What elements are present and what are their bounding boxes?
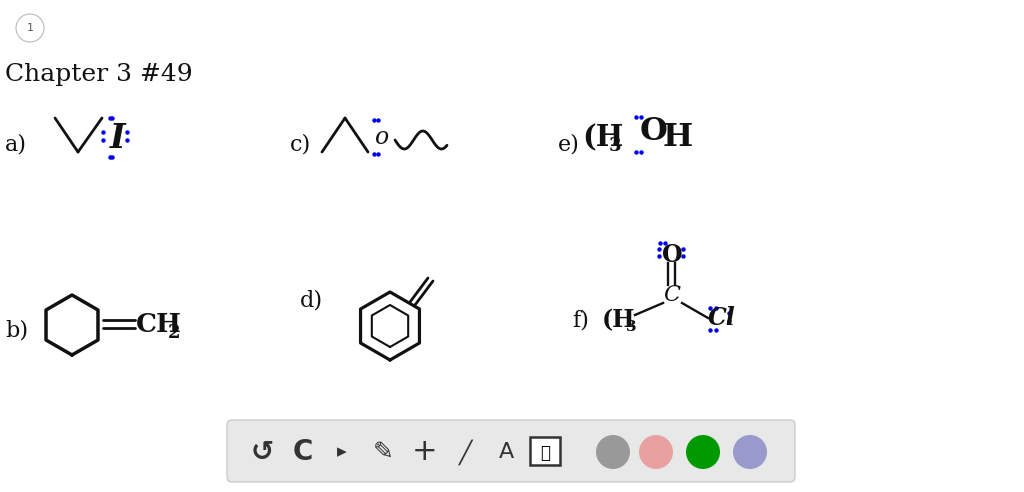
Text: 1: 1 (27, 23, 34, 33)
Text: Cl: Cl (708, 306, 736, 330)
Text: ╱: ╱ (460, 439, 473, 465)
Text: 3: 3 (626, 320, 637, 334)
Text: d): d) (300, 289, 324, 311)
FancyBboxPatch shape (530, 437, 560, 465)
Text: H: H (662, 123, 692, 154)
Text: (H: (H (602, 308, 636, 332)
Text: b): b) (5, 319, 28, 341)
Text: 2: 2 (168, 324, 180, 342)
Text: ⛰: ⛰ (540, 444, 550, 462)
Text: I: I (111, 122, 126, 154)
Text: C: C (664, 284, 681, 306)
Text: CH: CH (136, 312, 182, 338)
Circle shape (686, 435, 720, 469)
Text: 3: 3 (609, 137, 622, 155)
Text: o: o (375, 126, 389, 150)
Text: Chapter 3 #49: Chapter 3 #49 (5, 63, 193, 87)
Text: e): e) (558, 134, 580, 156)
Text: A: A (499, 442, 514, 462)
Circle shape (639, 435, 673, 469)
FancyBboxPatch shape (227, 420, 795, 482)
Text: O: O (640, 117, 668, 148)
Text: ▸: ▸ (337, 442, 347, 461)
Text: a): a) (5, 134, 27, 156)
Circle shape (596, 435, 630, 469)
Text: O: O (662, 243, 682, 267)
Text: (H: (H (582, 123, 624, 153)
Circle shape (733, 435, 767, 469)
Text: C: C (293, 438, 313, 466)
Circle shape (16, 14, 44, 42)
Text: ✎: ✎ (373, 440, 393, 464)
Text: +: + (413, 437, 438, 466)
Text: ↺: ↺ (251, 438, 273, 466)
Text: c): c) (290, 134, 311, 156)
Text: f): f) (572, 309, 589, 331)
